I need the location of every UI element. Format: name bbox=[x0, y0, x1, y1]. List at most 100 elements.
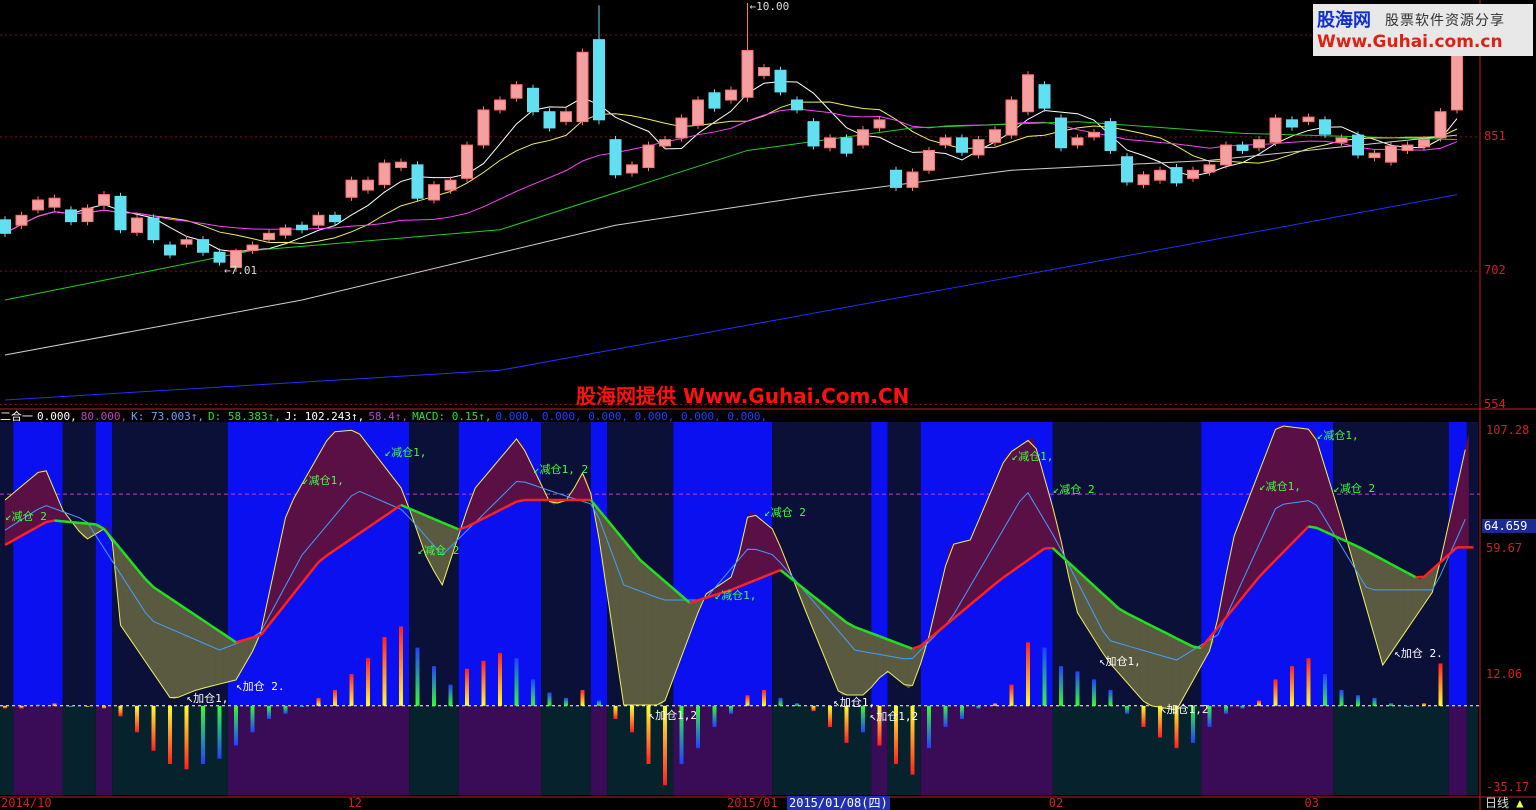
macd-bar bbox=[1356, 695, 1360, 706]
d-line-segment bbox=[730, 585, 740, 592]
candle-body bbox=[1368, 152, 1381, 159]
d-line-segment bbox=[606, 519, 617, 531]
macd-bar bbox=[1059, 666, 1063, 706]
kdj-fill bbox=[1163, 631, 1169, 709]
kdj-fill bbox=[866, 631, 872, 693]
macd-bar bbox=[19, 705, 24, 709]
macd-bar bbox=[300, 705, 304, 707]
d-line-segment bbox=[37, 520, 47, 528]
macd-bar bbox=[333, 689, 337, 706]
d-line-segment bbox=[301, 571, 312, 584]
kdj-fill bbox=[982, 501, 987, 595]
macd-bar bbox=[613, 705, 618, 720]
d-line-segment bbox=[276, 603, 287, 616]
d-line-segment bbox=[408, 507, 418, 514]
d-line-segment bbox=[441, 521, 451, 528]
kdj-fill bbox=[970, 530, 975, 606]
kdj-fill bbox=[1003, 454, 1008, 579]
d-line-segment bbox=[755, 575, 765, 582]
add-position-signal: ↖加仓1, bbox=[186, 691, 229, 705]
kdj-fill bbox=[194, 614, 200, 691]
d-line-segment bbox=[516, 498, 525, 503]
kdj-fill bbox=[660, 577, 666, 706]
kdj-fill bbox=[1382, 559, 1388, 666]
d-line-segment bbox=[1340, 537, 1351, 544]
d-line-segment bbox=[763, 572, 773, 578]
add-position-signal: ↖加仓1,2 bbox=[869, 710, 919, 724]
d-line-segment bbox=[1175, 637, 1186, 644]
kdj-fill bbox=[747, 511, 752, 584]
d-line-segment bbox=[12, 534, 23, 542]
candle-body bbox=[461, 144, 473, 179]
d-line-segment bbox=[738, 582, 748, 588]
kdj-fill bbox=[371, 449, 377, 526]
reduce-position-signal: ↙减仓1, bbox=[1259, 480, 1301, 494]
candle-body bbox=[329, 214, 341, 223]
macd-bar bbox=[399, 626, 403, 706]
kdj-fill bbox=[829, 608, 835, 681]
period-label: 日线 bbox=[1485, 796, 1510, 810]
macd-bar bbox=[993, 703, 997, 706]
kdj-fill bbox=[293, 490, 299, 595]
candle-body bbox=[1170, 167, 1183, 184]
candle-body bbox=[279, 227, 292, 236]
indicator-header-item: 80.000, bbox=[80, 410, 128, 423]
macd-bar bbox=[646, 705, 651, 765]
macd-bar bbox=[729, 705, 733, 714]
d-line-segment bbox=[779, 569, 790, 578]
candle-body bbox=[626, 164, 638, 174]
d-line-segment bbox=[1216, 616, 1227, 629]
candle-body bbox=[774, 69, 787, 93]
kdj-fill bbox=[1394, 565, 1400, 648]
candle-body bbox=[81, 207, 94, 223]
candle-body bbox=[1302, 116, 1315, 123]
d-line-segment bbox=[425, 514, 435, 521]
kdj-fill bbox=[120, 548, 125, 632]
macd-bar bbox=[234, 705, 238, 746]
kdj-fill bbox=[380, 460, 385, 520]
band-bottom bbox=[673, 705, 773, 795]
candle-body bbox=[758, 67, 770, 77]
d-line-segment bbox=[614, 529, 625, 541]
d-line-segment bbox=[1266, 559, 1277, 570]
macd-bar bbox=[564, 697, 568, 706]
d-line-segment bbox=[450, 524, 460, 531]
d-line-segment bbox=[1051, 547, 1062, 557]
macd-bar bbox=[795, 703, 799, 706]
band-bottom bbox=[95, 705, 113, 795]
macd-bar bbox=[943, 705, 948, 727]
d-line-segment bbox=[1299, 525, 1310, 536]
d-line-segment bbox=[1068, 562, 1079, 572]
kdj-fill bbox=[644, 563, 649, 706]
d-line-segment bbox=[672, 587, 683, 597]
logo-name: 股海网 bbox=[1317, 10, 1371, 31]
d-line-segment bbox=[887, 638, 897, 644]
band-top bbox=[95, 422, 113, 706]
macd-bar bbox=[679, 705, 684, 765]
macd-bar bbox=[1422, 703, 1426, 706]
kdj-fill bbox=[475, 482, 480, 524]
d-line-segment bbox=[194, 613, 204, 622]
d-line-segment bbox=[689, 599, 699, 605]
kdj-fill bbox=[1122, 610, 1128, 684]
price-axis-label: 851 bbox=[1484, 128, 1506, 143]
time-axis-label: 2015/01 bbox=[727, 796, 778, 810]
macd-bar bbox=[514, 658, 519, 706]
d-line-segment bbox=[1282, 542, 1293, 553]
d-line-segment bbox=[1291, 534, 1302, 545]
kdj-fill bbox=[949, 543, 954, 623]
kdj-fill bbox=[289, 497, 294, 600]
band-top bbox=[1466, 422, 1479, 706]
kdj-fill bbox=[891, 640, 897, 679]
d-line-segment bbox=[259, 623, 270, 636]
d-line-segment bbox=[185, 608, 196, 616]
kdj-fill bbox=[363, 438, 369, 531]
macd-bar bbox=[1009, 684, 1014, 706]
period-selector[interactable]: 日线 ▲ bbox=[1485, 796, 1523, 810]
d-line-segment bbox=[622, 539, 633, 551]
kdj-fill bbox=[334, 431, 340, 551]
time-axis-label: 2014/10 bbox=[1, 796, 52, 810]
d-line-segment bbox=[1390, 562, 1400, 570]
d-line-segment bbox=[722, 588, 732, 594]
